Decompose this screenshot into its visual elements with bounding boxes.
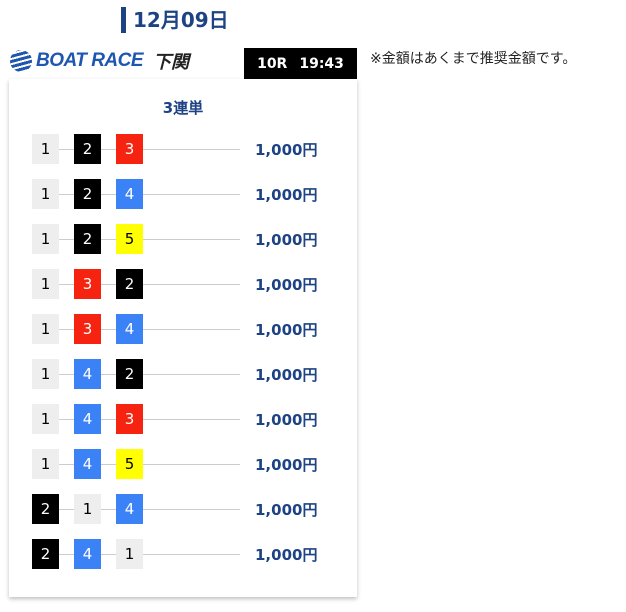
boat-number-box: 4 [74,404,101,434]
boat-number-box: 1 [32,269,59,299]
row-divider [59,419,240,420]
bet-row: 2 4 1 1,000円 [32,539,352,569]
boat-number-box: 1 [74,494,101,524]
row-divider [59,509,240,510]
row-divider [59,284,240,285]
race-info: 10R 19:43 [244,48,357,79]
bet-row: 1 2 5 1,000円 [32,224,352,254]
bet-card: 3連単 1 2 3 1,000円 1 2 4 1,000円 1 2 5 1,000円 1 3 2 1,000円… [9,79,357,597]
race-time: 19:43 [299,55,344,72]
logo-place: 下関 [153,52,190,72]
boat-number-box: 1 [32,134,59,164]
boat-number-box: 1 [32,224,59,254]
bet-row: 1 2 3 1,000円 [32,134,352,164]
bet-row: 1 3 4 1,000円 [32,314,352,344]
bet-row: 1 4 5 1,000円 [32,449,352,479]
bet-row: 2 1 4 1,000円 [32,494,352,524]
boat-number-box: 2 [74,224,101,254]
bet-type-title: 3連単 [162,99,204,117]
boat-number-box: 4 [116,314,143,344]
race-date: 12月09日 [133,8,229,32]
disclaimer-note: ※金額はあくまで推奨金額です。 [370,51,577,67]
date-accent-bar [121,7,126,33]
boat-number-box: 2 [32,539,59,569]
bet-row: 1 4 3 1,000円 [32,404,352,434]
bet-amount: 1,000円 [255,186,318,204]
boat-number-box: 1 [32,179,59,209]
bet-amount: 1,000円 [255,231,318,249]
boat-number-box: 3 [116,404,143,434]
bet-amount: 1,000円 [255,141,318,159]
bet-amount: 1,000円 [255,321,318,339]
logo-text: BOAT RACE [36,50,144,71]
row-divider [59,329,240,330]
boat-number-box: 1 [32,449,59,479]
bet-amount: 1,000円 [255,276,318,294]
row-divider [59,554,240,555]
row-divider [59,149,240,150]
boat-number-box: 5 [116,449,143,479]
row-divider [59,374,240,375]
bet-amount: 1,000円 [255,411,318,429]
boat-number-box: 1 [32,404,59,434]
bet-amount: 1,000円 [255,501,318,519]
bet-row: 1 3 2 1,000円 [32,269,352,299]
boat-number-box: 4 [74,359,101,389]
boat-number-box: 3 [74,314,101,344]
boat-number-box: 2 [116,359,143,389]
boat-number-box: 2 [116,269,143,299]
bet-row: 1 2 4 1,000円 [32,179,352,209]
boat-number-box: 1 [32,314,59,344]
race-number: 10R [257,55,288,72]
boat-number-box: 4 [74,539,101,569]
boat-number-box: 4 [74,449,101,479]
boatrace-logo: BOAT RACE 下関 [10,48,189,74]
boat-number-box: 3 [74,269,101,299]
boat-number-box: 1 [32,359,59,389]
boat-number-box: 4 [116,494,143,524]
bet-row: 1 4 2 1,000円 [32,359,352,389]
boat-number-box: 2 [74,134,101,164]
bet-amount: 1,000円 [255,546,318,564]
boat-number-box: 1 [116,539,143,569]
logo-icon [10,50,32,72]
row-divider [59,464,240,465]
boat-number-box: 4 [116,179,143,209]
row-divider [59,194,240,195]
boat-number-box: 3 [116,134,143,164]
boat-number-box: 2 [32,494,59,524]
boat-number-box: 5 [116,224,143,254]
boat-number-box: 2 [74,179,101,209]
bet-amount: 1,000円 [255,456,318,474]
row-divider [59,239,240,240]
bet-amount: 1,000円 [255,366,318,384]
